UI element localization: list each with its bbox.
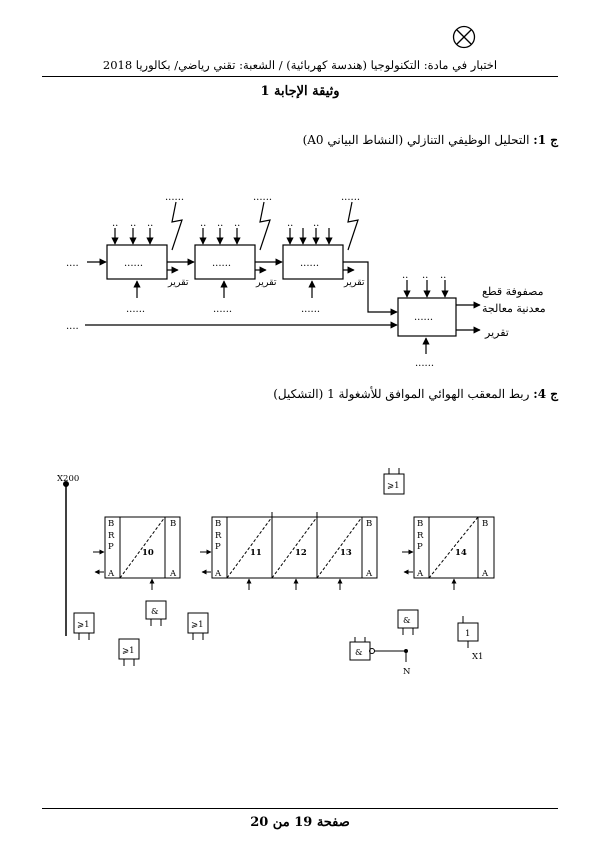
module-14-port-a: A — [416, 569, 424, 579]
a0-control-dots-10: .. — [422, 270, 428, 281]
a0-mech-dots-2: ...... — [213, 304, 232, 315]
a0-energy-dots-1: ...... — [165, 192, 184, 203]
a0-mech-dots-3: ...... — [301, 304, 320, 315]
a0-input-dots-2: .... — [66, 321, 79, 332]
module-14-port-b: B — [417, 519, 423, 529]
question-4-number: ج 4: — [533, 387, 558, 401]
label-n: N — [403, 667, 411, 677]
gate-or-1 — [383, 473, 405, 495]
a0-energy-dots-2: ...... — [253, 192, 272, 203]
module-11-port-r: R — [215, 531, 222, 541]
a0-mech-dots-1: ...... — [126, 304, 145, 315]
a0-box-4 — [397, 297, 457, 337]
gate-and-2-symbol: & — [403, 616, 411, 626]
module-10-port-a-right: A — [169, 569, 177, 579]
a0-control-dots-7: .. — [287, 218, 293, 229]
stage-13: 13 — [340, 548, 352, 558]
gate-or-2 — [73, 612, 95, 634]
module-13-port-a-right: A — [365, 569, 373, 579]
label-x1: X1 — [472, 652, 483, 662]
module-13-port-b-right: B — [366, 519, 372, 529]
a0-report-2: تقرير — [255, 277, 277, 288]
gate-or-3 — [187, 612, 209, 634]
a0-output-report: تقرير — [484, 326, 509, 339]
page-header: اختبار في مادة: التكنولوجيا (هندسة كهربا… — [102, 58, 498, 72]
gate-or-4 — [118, 638, 140, 660]
stage-10: 10 — [142, 548, 154, 558]
gate-not-symbol: 1 — [465, 629, 470, 639]
a0-input-dots: .... — [66, 258, 79, 269]
module-14-port-a-right: A — [481, 569, 489, 579]
gate-and-2 — [397, 609, 419, 629]
a0-control-dots-1: .. — [112, 218, 118, 229]
module-14 — [413, 516, 495, 579]
close-icon — [452, 25, 476, 53]
module-14-port-p: P — [417, 542, 423, 552]
a0-report-3: تقرير — [343, 277, 365, 288]
footer-divider — [42, 808, 558, 809]
gate-or-3-symbol: ⩾1 — [191, 620, 204, 630]
a0-box-3-text: ...... — [300, 258, 319, 269]
question-1-number: ج 1: — [533, 133, 558, 147]
a0-report-1: تقرير — [167, 277, 189, 288]
a0-control-dots-4: .. — [200, 218, 206, 229]
question-1: ج 1: التحليل الوظيفي التنازلي (النشاط ال… — [303, 133, 558, 147]
a0-output-line-1: مصفوفة قطع — [482, 285, 544, 298]
a0-box-1-text: ...... — [124, 258, 143, 269]
module-14-port-r: R — [417, 531, 424, 541]
module-11-port-a: A — [214, 569, 222, 579]
a0-control-dots-11: .. — [440, 270, 446, 281]
module-14-port-b-right: B — [482, 519, 488, 529]
gate-or-1-symbol: ⩾1 — [387, 481, 400, 491]
a0-control-dots-3: .. — [147, 218, 153, 229]
a0-control-dots-5: .. — [217, 218, 223, 229]
question-4: ج 4: ربط المعقب الهوائي الموافق للأشغولة… — [273, 387, 558, 401]
a0-control-dots-8: .. — [313, 218, 319, 229]
module-11-port-b: B — [215, 519, 221, 529]
gate-and-1 — [145, 600, 167, 620]
a0-output-line-2: معدنية معالجة — [482, 302, 546, 315]
stage-14: 14 — [455, 548, 467, 558]
module-11-13 — [211, 516, 378, 579]
question-1-text: التحليل الوظيفي التنازلي (النشاط البياني… — [302, 133, 530, 147]
module-10-port-b: B — [108, 519, 114, 529]
module-11-port-p: P — [215, 542, 221, 552]
module-10-port-p: P — [108, 542, 114, 552]
module-10 — [104, 516, 181, 579]
gate-or-2-symbol: ⩾1 — [77, 620, 90, 630]
a0-mech-dots-4: ...... — [415, 358, 434, 369]
a0-control-dots-9: .. — [402, 270, 408, 281]
gate-and-1-symbol: & — [151, 607, 159, 617]
stage-12: 12 — [295, 548, 307, 558]
x200-label: X200 — [57, 474, 79, 484]
a0-box-4-text: ...... — [414, 312, 433, 323]
module-10-port-b-right: B — [170, 519, 176, 529]
stage-11: 11 — [250, 548, 262, 558]
gate-and-3-symbol: & — [355, 648, 363, 658]
a0-energy-dots-3: ...... — [341, 192, 360, 203]
a0-control-dots-6: .. — [234, 218, 240, 229]
question-4-text: ربط المعقب الهوائي الموافق للأشغولة 1 (ا… — [273, 387, 530, 401]
page-number: صفحة 19 من 20 — [250, 815, 350, 830]
a0-control-dots-2: .. — [130, 218, 136, 229]
header-divider — [42, 76, 558, 77]
page-title: وثيقة الإجابة 1 — [260, 84, 340, 99]
module-10-port-r: R — [108, 531, 115, 541]
gate-or-4-symbol: ⩾1 — [122, 646, 135, 656]
module-10-port-a: A — [107, 569, 115, 579]
a0-box-2-text: ...... — [212, 258, 231, 269]
